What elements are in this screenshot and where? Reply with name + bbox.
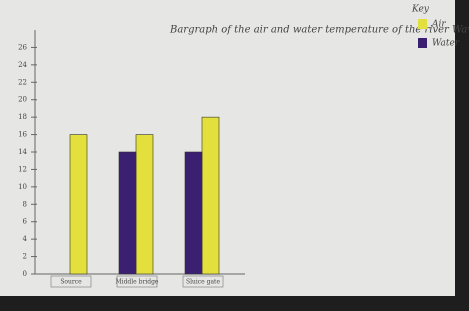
- x-tick-label: Source: [60, 279, 82, 286]
- y-tick-label: 8: [23, 200, 27, 208]
- y-tick-label: 14: [18, 148, 27, 156]
- y-tick-label: 10: [18, 183, 27, 191]
- bar: [119, 152, 136, 274]
- y-tick-label: 22: [18, 78, 27, 86]
- legend-label: Water: [432, 39, 460, 49]
- legend-swatch: [418, 38, 427, 48]
- y-tick-label: 2: [23, 253, 27, 261]
- legend-swatch: [418, 19, 427, 29]
- bar: [185, 152, 202, 274]
- legend-label: Air: [431, 20, 446, 30]
- y-tick-label: 16: [18, 131, 27, 139]
- y-tick-label: 6: [23, 218, 28, 226]
- y-tick-label: 0: [23, 270, 27, 278]
- x-tick-label: Middle bridge: [116, 279, 159, 286]
- y-tick-label: 20: [18, 96, 27, 104]
- x-tick-label: Sluice gate: [186, 279, 220, 286]
- bar: [202, 117, 219, 274]
- y-tick-label: 18: [18, 113, 27, 121]
- chart: Bargraph of the air and water temperatur…: [0, 0, 469, 311]
- paper: [0, 0, 455, 296]
- bar: [136, 135, 153, 274]
- y-tick-label: 26: [18, 43, 27, 51]
- y-tick-label: 4: [23, 235, 28, 243]
- y-tick-label: 24: [18, 61, 27, 69]
- bar: [70, 135, 87, 274]
- legend-title: Key: [411, 5, 430, 15]
- y-tick-label: 12: [18, 165, 27, 173]
